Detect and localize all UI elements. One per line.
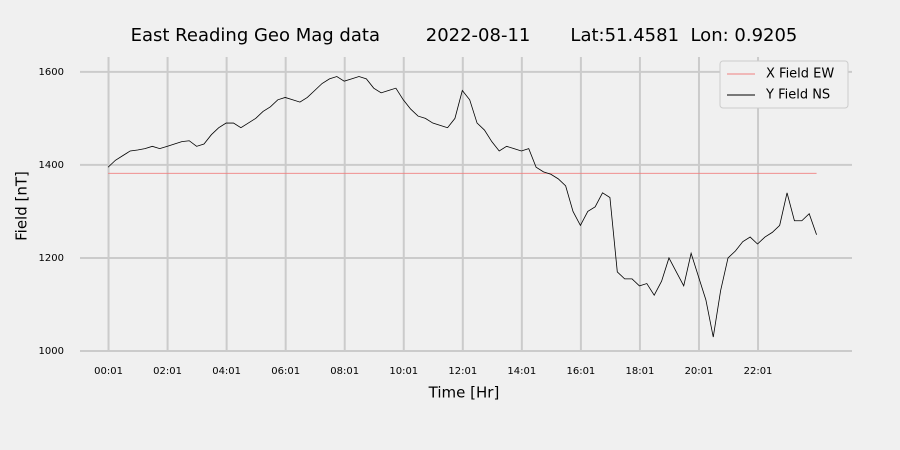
legend-box xyxy=(719,60,849,109)
legend-label: X Field EW xyxy=(766,67,834,82)
x-tick-label: 08:01 xyxy=(330,366,359,377)
x-tick-label: 18:01 xyxy=(626,366,655,377)
y-tick-label: 1200 xyxy=(39,253,64,264)
y-tick-label: 1400 xyxy=(39,160,64,171)
x-tick-label: 06:01 xyxy=(271,366,300,377)
y-tick-label: 1600 xyxy=(39,67,64,78)
x-tick-label: 12:01 xyxy=(448,366,477,377)
x-axis-label: Time [Hr] xyxy=(428,384,500,402)
x-tick-label: 14:01 xyxy=(507,366,536,377)
x-tick-label: 10:01 xyxy=(389,366,418,377)
x-tick-label: 02:01 xyxy=(153,366,182,377)
x-tick-label: 00:01 xyxy=(94,366,123,377)
x-tick-label: 16:01 xyxy=(566,366,595,377)
legend-label: Y Field NS xyxy=(765,88,830,103)
x-tick-label: 20:01 xyxy=(685,366,714,377)
y-tick-label: 1000 xyxy=(39,346,64,357)
x-tick-label: 04:01 xyxy=(212,366,241,377)
chart-title: East Reading Geo Mag data 2022-08-11 Lat… xyxy=(131,25,798,46)
x-tick-label: 22:01 xyxy=(744,366,773,377)
data-line xyxy=(107,76,817,338)
legend: X Field EW Y Field NS xyxy=(719,60,849,109)
y-axis-label: Field [nT] xyxy=(13,171,31,241)
